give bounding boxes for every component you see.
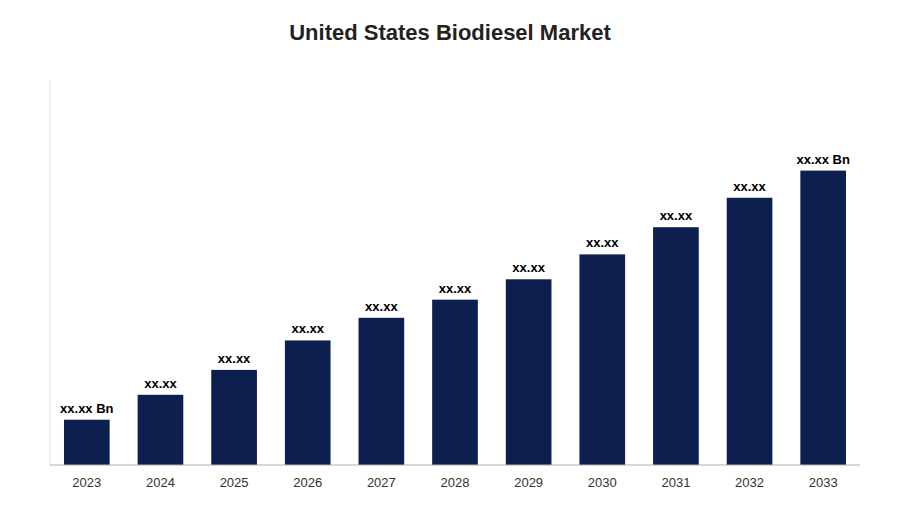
x-tick-label: 2033 xyxy=(809,475,838,490)
data-label: xx.xx xyxy=(586,235,619,250)
bar xyxy=(285,340,331,465)
bar xyxy=(506,279,552,465)
data-label: xx.xx xyxy=(660,208,693,223)
x-tick-label: 2023 xyxy=(72,475,101,490)
bar xyxy=(211,370,257,465)
data-label: xx.xx xyxy=(144,376,177,391)
x-tick-label: 2025 xyxy=(220,475,249,490)
x-tick-label: 2030 xyxy=(588,475,617,490)
data-label: xx.xx Bn xyxy=(796,152,850,167)
x-tick-label: 2024 xyxy=(146,475,175,490)
bar xyxy=(359,318,405,465)
title: United States Biodiesel Market xyxy=(289,20,611,45)
x-tick-label: 2031 xyxy=(661,475,690,490)
bars xyxy=(64,171,846,465)
bar xyxy=(64,420,110,465)
data-label: xx.xx xyxy=(439,281,472,296)
data-label: xx.xx xyxy=(365,299,398,314)
x-tick-label: 2029 xyxy=(514,475,543,490)
y-axis-line xyxy=(50,80,51,465)
data-label: xx.xx xyxy=(218,351,251,366)
data-label: xx.xx xyxy=(291,321,324,336)
x-axis-line xyxy=(50,465,860,466)
x-tick-label: 2026 xyxy=(293,475,322,490)
x-tick-label: 2028 xyxy=(441,475,470,490)
chart: United States Biodiesel Market xx.xx Bn xx… xyxy=(0,0,900,525)
bar xyxy=(432,300,478,465)
data-label: xx.xx Bn xyxy=(60,401,114,416)
data-label: xx.xx xyxy=(733,179,766,194)
bar xyxy=(653,227,699,465)
x-tick-label: 2032 xyxy=(735,475,764,490)
bar xyxy=(579,254,625,465)
x-tick-label: 2027 xyxy=(367,475,396,490)
data-label: xx.xx xyxy=(512,260,545,275)
bar xyxy=(800,171,846,465)
bar xyxy=(727,198,773,465)
bar xyxy=(138,395,184,465)
